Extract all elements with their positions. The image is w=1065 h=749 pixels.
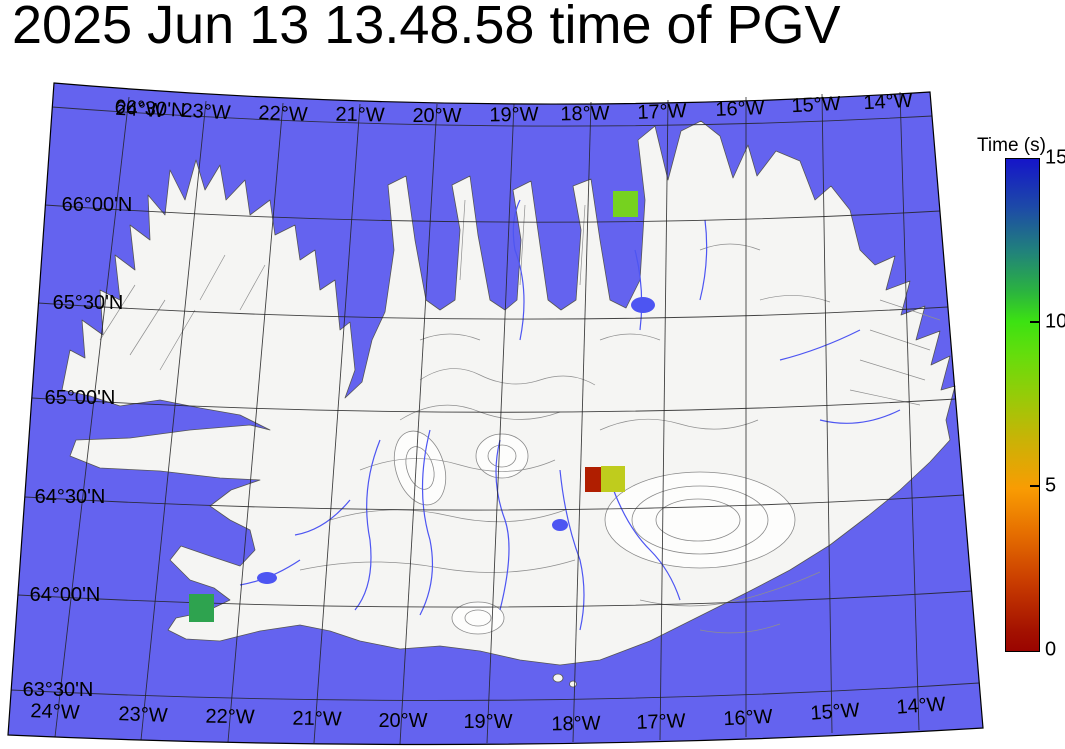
- map-frame: [7, 82, 984, 746]
- latitude-label-left: 63°30'N: [22, 679, 94, 701]
- colorbar-tick-label: 0: [1045, 638, 1057, 661]
- figure-title: 2025 Jun 13 13.48.58 time of PGV: [12, 0, 841, 55]
- longitude-label-top: 20°W: [412, 105, 462, 127]
- longitude-label-bottom: 22°W: [205, 705, 255, 729]
- latitude-label-left: 65°30'N: [52, 292, 124, 314]
- latitude-label-left: 64°30'N: [34, 486, 106, 508]
- longitude-label-bottom: 15°W: [809, 699, 861, 725]
- longitude-label-bottom: 23°W: [118, 703, 168, 727]
- graticule-meridians: [54, 91, 920, 745]
- longitude-label-bottom: 14°W: [895, 693, 947, 719]
- longitude-label-top: 15°W: [790, 92, 842, 118]
- latitude-label-left: 66°00'N: [61, 194, 133, 216]
- longitude-label-bottom: 24°W: [30, 700, 80, 724]
- longitude-label-bottom: 19°W: [463, 711, 513, 733]
- longitude-label-top: 16°W: [715, 97, 765, 121]
- time-marker-station-southwest: [189, 594, 214, 622]
- longitude-label-top: 22°W: [258, 102, 308, 126]
- longitude-label-bottom: 17°W: [636, 710, 686, 734]
- longitude-label-bottom: 20°W: [378, 710, 428, 732]
- longitude-label-top: 14°W: [862, 89, 914, 115]
- latitude-label-left: 64°00'N: [29, 584, 101, 606]
- colorbar-tick-mark: [1030, 485, 1039, 488]
- rivers: [239, 199, 901, 631]
- time-marker-station-central-east: [601, 466, 625, 492]
- longitude-label-top: 19°W: [489, 103, 539, 127]
- longitude-label-top: 23°W: [180, 99, 232, 125]
- longitude-label-bottom: 21°W: [292, 707, 342, 731]
- graticule-parallels: [10, 106, 980, 701]
- longitude-label-top: 17°W: [637, 100, 687, 124]
- longitude-label-top: 21°W: [335, 103, 385, 127]
- colorbar: [1005, 158, 1040, 652]
- longitude-label-bottom: 18°W: [551, 712, 601, 736]
- colorbar-tick-label: 15: [1045, 146, 1065, 169]
- colorbar-tick-label: 5: [1045, 474, 1057, 497]
- lakes: [257, 297, 655, 584]
- longitude-label-bottom: 16°W: [722, 705, 774, 731]
- latitude-label-left: 66°30'N: [114, 96, 186, 122]
- glacier-contours: [393, 430, 796, 635]
- longitude-label-top: 18°W: [560, 102, 610, 126]
- latitude-label-left: 65°00'N: [44, 387, 116, 409]
- time-marker-station-north: [613, 191, 638, 217]
- colorbar-tick-label: 10: [1045, 310, 1065, 333]
- colorbar-title: Time (s): [977, 135, 1046, 156]
- colorbar-tick-mark: [1030, 320, 1039, 323]
